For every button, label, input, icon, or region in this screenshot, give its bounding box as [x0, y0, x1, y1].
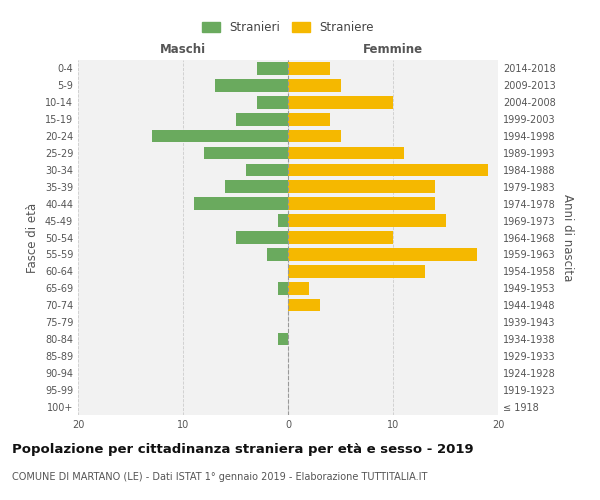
Bar [288, 248, 477, 260]
Y-axis label: Anni di nascita: Anni di nascita [561, 194, 574, 281]
Text: COMUNE DI MARTANO (LE) - Dati ISTAT 1° gennaio 2019 - Elaborazione TUTTITALIA.IT: COMUNE DI MARTANO (LE) - Dati ISTAT 1° g… [12, 472, 427, 482]
Bar [257, 96, 288, 108]
Bar [288, 79, 341, 92]
Bar [204, 146, 288, 160]
Bar [288, 231, 393, 244]
Text: Popolazione per cittadinanza straniera per età e sesso - 2019: Popolazione per cittadinanza straniera p… [12, 442, 473, 456]
Bar [193, 198, 288, 210]
Bar [277, 332, 288, 345]
Bar [288, 265, 425, 278]
Legend: Stranieri, Straniere: Stranieri, Straniere [197, 16, 379, 38]
Bar [288, 146, 404, 160]
Bar [246, 164, 288, 176]
Bar [288, 282, 309, 294]
Bar [277, 214, 288, 227]
Bar [235, 231, 288, 244]
Bar [257, 62, 288, 75]
Y-axis label: Fasce di età: Fasce di età [26, 202, 39, 272]
Bar [215, 79, 288, 92]
Bar [267, 248, 288, 260]
Bar [225, 180, 288, 193]
Bar [288, 299, 320, 312]
Bar [235, 113, 288, 126]
Bar [288, 198, 435, 210]
Bar [277, 282, 288, 294]
Bar [151, 130, 288, 142]
Bar [288, 130, 341, 142]
Bar [288, 180, 435, 193]
Text: Femmine: Femmine [363, 44, 423, 57]
Text: Maschi: Maschi [160, 44, 206, 57]
Bar [288, 164, 487, 176]
Bar [288, 113, 330, 126]
Bar [288, 62, 330, 75]
Bar [288, 96, 393, 108]
Bar [288, 214, 445, 227]
